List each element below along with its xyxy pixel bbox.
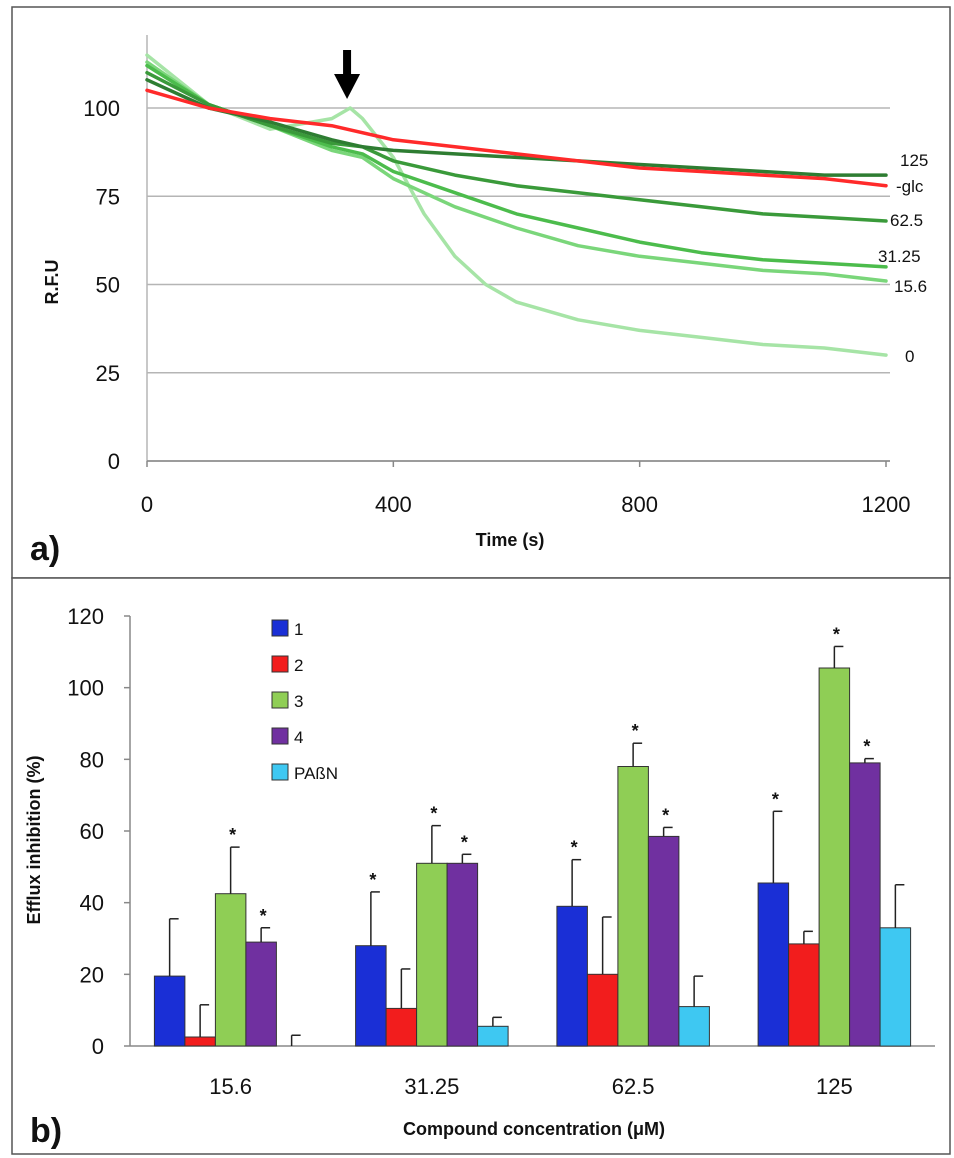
b-bar — [416, 862, 448, 1047]
a-x-tick-label: 0 — [141, 492, 153, 517]
b-legend-swatch — [271, 763, 289, 781]
a-end-label: 125 — [900, 151, 928, 170]
b-significance-star: * — [571, 838, 578, 858]
b-category-label: 15.6 — [209, 1074, 252, 1099]
b-bar — [879, 927, 912, 1047]
a-y-tick-label: 100 — [83, 96, 120, 121]
b-legend-swatch — [271, 691, 289, 709]
b-bar — [647, 835, 680, 1047]
b-bar — [757, 882, 790, 1047]
b-legend-swatch — [271, 727, 289, 745]
a-x-tick-labels: 0 400 800 1200 — [141, 492, 911, 517]
a-y-tick-labels: 0 25 50 75 100 — [83, 96, 120, 474]
arrow-head — [334, 74, 361, 99]
panel-b-frame — [11, 577, 951, 1155]
b-bar — [245, 941, 277, 1047]
a-end-label: 31.25 — [878, 247, 921, 266]
b-bar — [153, 975, 186, 1047]
b-significance-star: * — [430, 804, 437, 824]
a-end-label: 62.5 — [890, 211, 923, 230]
b-bar — [385, 1007, 418, 1047]
b-bar — [184, 1036, 216, 1047]
b-bar — [678, 1006, 710, 1047]
b-legend-swatch — [271, 655, 289, 673]
arrow-shaft — [343, 50, 352, 76]
b-significance-star: * — [260, 906, 267, 926]
b-bar — [214, 893, 247, 1047]
b-category-label: 62.5 — [612, 1074, 655, 1099]
a-x-tick-label: 1200 — [862, 492, 911, 517]
a-y-tick-label: 25 — [96, 361, 120, 386]
a-series-line-glc — [145, 88, 888, 188]
b-y-axis-label: Efflux inhibition (%) — [24, 756, 44, 925]
b-bar — [849, 762, 881, 1047]
b-category-labels: 15.6 31.25 62.5 125 — [209, 1074, 853, 1099]
b-bar — [617, 766, 649, 1047]
b-legend-label: PAßN — [294, 764, 338, 783]
b-significance-star: * — [229, 825, 236, 845]
b-category-label: 125 — [816, 1074, 853, 1099]
b-category-label: 31.25 — [404, 1074, 459, 1099]
a-x-tick-label: 400 — [375, 492, 412, 517]
a-series-line-125 — [145, 78, 888, 177]
a-series-end-labels: -glc 125 62.5 31.25 15.6 0 — [878, 151, 928, 366]
b-bar — [788, 943, 820, 1047]
b-y-tick-label: 40 — [80, 891, 104, 916]
b-y-tick-label: 20 — [80, 962, 104, 987]
panel-b-label: b) — [30, 1112, 62, 1150]
arrow-marker-icon — [334, 50, 361, 99]
b-bar — [556, 905, 588, 1047]
b-bar — [477, 1025, 509, 1047]
b-legend-label: 1 — [294, 620, 303, 639]
b-significance-star: * — [772, 789, 779, 809]
a-gridlines — [146, 35, 890, 467]
a-y-tick-label: 75 — [96, 184, 120, 209]
panel-a-frame — [11, 6, 951, 579]
b-x-axis-label: Compound concentration (μM) — [403, 1119, 665, 1139]
a-series-line-62.5 — [145, 70, 888, 223]
a-x-axis-label: Time (s) — [476, 530, 545, 550]
a-y-tick-label: 50 — [96, 273, 120, 298]
b-y-tick-labels: 0 20 40 60 80 100 120 — [67, 604, 104, 1059]
b-error-bars — [168, 645, 905, 1046]
b-significance-star: * — [369, 870, 376, 890]
a-end-label: 0 — [905, 347, 914, 366]
a-end-label: -glc — [896, 177, 924, 196]
b-y-tick-label: 100 — [67, 676, 104, 701]
b-legend-swatch — [271, 619, 289, 637]
a-y-axis-label: R.F.U — [42, 260, 62, 305]
b-significance-markers: * * * * * * * * * * * — [229, 624, 870, 925]
b-legend-label: 2 — [294, 656, 303, 675]
a-x-tick-label: 800 — [621, 492, 658, 517]
panel-a-label: a) — [30, 530, 60, 568]
a-series-lines — [145, 53, 888, 357]
b-bar — [586, 973, 619, 1047]
a-end-label: 15.6 — [894, 277, 927, 296]
b-significance-star: * — [863, 737, 870, 757]
b-legend: 1 2 3 4 PAßN — [271, 619, 338, 783]
b-legend-label: 3 — [294, 692, 303, 711]
b-bar — [446, 862, 479, 1047]
b-significance-star: * — [632, 721, 639, 741]
b-y-tick-label: 120 — [67, 604, 104, 629]
b-y-tick-label: 60 — [80, 819, 104, 844]
b-y-tick-label: 0 — [92, 1034, 104, 1059]
a-y-tick-label: 0 — [108, 449, 120, 474]
b-y-tick-label: 80 — [80, 747, 104, 772]
b-bar — [818, 667, 851, 1047]
b-significance-star: * — [662, 805, 669, 825]
b-significance-star: * — [461, 832, 468, 852]
b-bar — [355, 945, 387, 1047]
b-legend-label: 4 — [294, 728, 303, 747]
bar-chart-panel: 0 20 40 60 80 100 120 * * * * * * * * * * * 15.6 31.25 62.… — [24, 604, 935, 1150]
line-chart-panel: 0 25 50 75 100 0 400 800 1200 -glc 125 62.5 31.25 1… — [30, 35, 928, 568]
b-significance-star: * — [833, 624, 840, 644]
b-bars — [153, 667, 912, 1047]
